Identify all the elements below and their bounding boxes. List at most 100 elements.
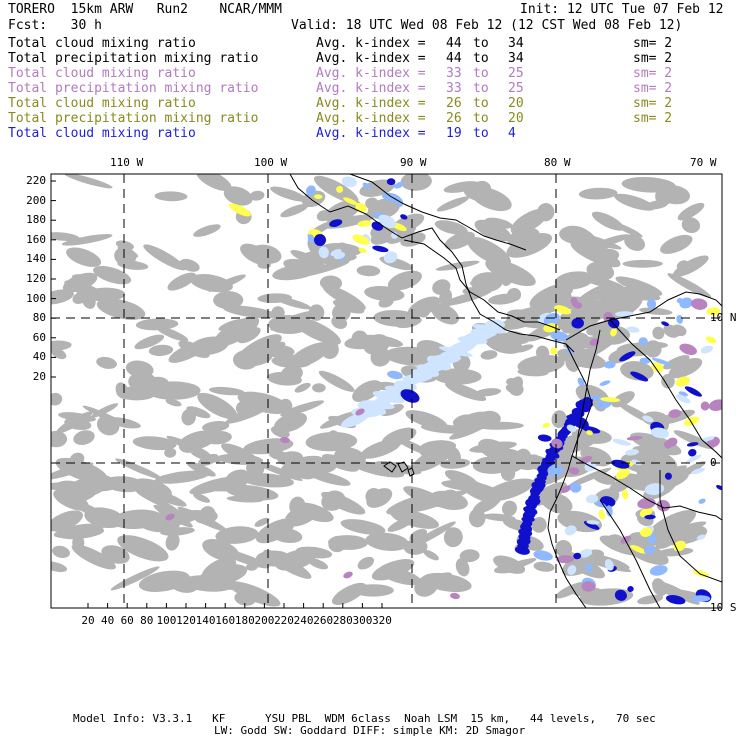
x-tick-label: 100 <box>156 614 177 627</box>
grey-cloud-cell <box>249 190 265 201</box>
grey-cloud-cell <box>156 326 189 342</box>
grey-cloud-cell <box>378 296 394 308</box>
grey-cloud-cell <box>72 490 97 504</box>
legend-kindex-to-word: to <box>473 36 489 51</box>
grey-cloud-cell <box>132 436 177 451</box>
grey-cloud-cell <box>494 558 537 573</box>
grey-cloud-cell <box>400 174 432 191</box>
grey-cloud-cell <box>423 549 439 561</box>
grey-cloud-cell <box>472 456 513 474</box>
legend-kindex-to-word: to <box>473 81 489 96</box>
coastlines <box>289 174 722 608</box>
convective-cell <box>611 459 630 469</box>
grey-cloud-cell <box>638 465 688 489</box>
y-tick-label: 160 <box>26 232 46 246</box>
grey-cloud-cell <box>677 202 705 221</box>
grey-cloud-cell <box>592 471 616 485</box>
grey-cloud-cell <box>517 368 549 377</box>
grey-cloud-cell <box>485 259 536 287</box>
legend-field-name: Total precipitation mixing ratio <box>8 111 259 126</box>
grey-cloud-cell <box>482 513 516 522</box>
field-layers <box>51 174 722 608</box>
convective-cell <box>550 331 569 342</box>
grey-cloud-cell <box>565 355 579 372</box>
grey-cloud-cell <box>332 299 365 314</box>
convective-cell <box>305 185 316 196</box>
grey-cloud-cell <box>677 461 706 478</box>
convective-cell <box>585 494 599 504</box>
grey-cloud-cell <box>52 545 70 559</box>
grey-cloud-cell <box>116 386 156 401</box>
grey-cloud-cell <box>318 370 355 392</box>
legend-kindex-to: 34 <box>508 51 524 66</box>
grey-cloud-cell <box>154 470 210 484</box>
grey-cloud-cell <box>443 181 480 193</box>
grey-cloud-cell <box>622 259 663 268</box>
convective-cell <box>378 214 396 229</box>
grey-cloud-cell <box>364 285 405 302</box>
grey-cloud-cell <box>164 447 177 458</box>
grey-cloud-cell <box>217 453 264 465</box>
convective-cell <box>688 448 697 457</box>
grey-cloud-cell <box>355 207 385 225</box>
convective-cell <box>604 360 616 369</box>
grey-cloud-cell <box>661 374 675 389</box>
grey-cloud-cell <box>436 196 470 212</box>
convective-cell <box>691 467 706 475</box>
grey-cloud-cell <box>64 174 113 189</box>
grey-cloud-cell <box>253 460 303 481</box>
convective-cell <box>606 505 613 517</box>
grey-cloud-cell <box>459 549 480 563</box>
graticule <box>51 174 722 608</box>
convective-cell <box>586 520 600 525</box>
legend-kindex-from: 44 <box>446 36 462 51</box>
grey-cloud-cell <box>667 273 712 298</box>
grey-cloud-cell <box>51 510 84 532</box>
grey-cloud-cell <box>463 184 489 201</box>
grey-cloud-cell <box>660 234 693 254</box>
grey-cloud-cell <box>578 187 618 200</box>
convective-cell <box>652 357 671 366</box>
convective-cell <box>621 489 629 500</box>
grey-cloud-cell <box>72 292 88 304</box>
convective-cell <box>676 297 684 304</box>
x-tick-label: 220 <box>274 614 294 627</box>
lon-label-80w: 80 W <box>544 156 571 169</box>
convective-cell <box>567 564 577 576</box>
convective-cell <box>362 182 372 189</box>
x-tick-label: 80 <box>140 614 154 627</box>
grey-cloud-cell <box>72 535 85 550</box>
convective-cell <box>661 321 669 327</box>
convective-cell <box>318 246 329 259</box>
legend-row: Total cloud mixing ratio Avg. k-index = 2… <box>8 96 732 111</box>
grey-cloud-cell <box>656 547 694 557</box>
convective-cell <box>564 525 577 536</box>
convective-cell <box>307 234 315 244</box>
x-tick-label: 300 <box>352 614 373 627</box>
grey-cloud-cell <box>103 476 146 493</box>
grey-cloud-cell <box>115 458 163 480</box>
convective-cell <box>650 427 670 439</box>
grey-cloud-cell <box>506 233 552 258</box>
convective-cell <box>570 297 579 308</box>
grey-cloud-cell <box>167 272 197 291</box>
grey-cloud-cell <box>196 174 232 191</box>
convective-cell <box>577 377 585 387</box>
grey-cloud-cell <box>51 232 80 242</box>
x-tick-label: 140 <box>195 614 216 627</box>
grey-cloud-cell <box>166 435 211 457</box>
grey-cloud-cell <box>605 534 626 551</box>
convective-cell <box>556 555 575 564</box>
convective-cell <box>615 311 634 317</box>
convective-cell <box>560 485 572 493</box>
grey-cloud-cell <box>51 340 72 351</box>
legend-smoothing: sm= 2 <box>633 66 673 81</box>
grey-cloud-cell <box>233 348 273 367</box>
x-tick-label: 260 <box>313 614 334 627</box>
grey-cloud-cell <box>273 412 308 433</box>
grey-cloud-cell <box>294 382 311 393</box>
legend-kindex-to: 25 <box>508 81 524 96</box>
convective-cell <box>651 362 664 373</box>
convective-cell <box>357 220 372 227</box>
